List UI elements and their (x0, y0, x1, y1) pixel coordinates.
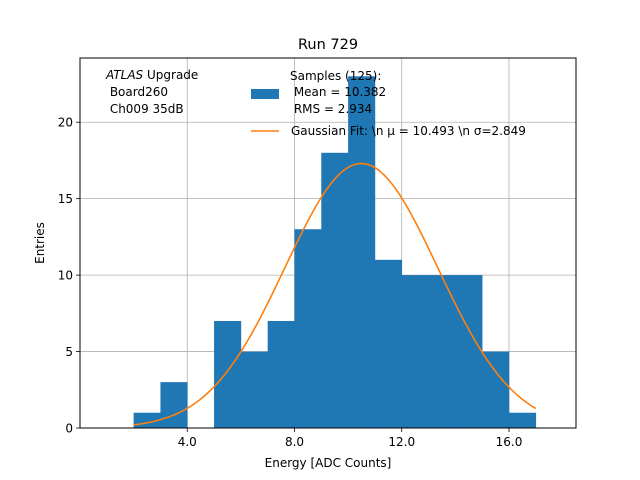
y-tick-label: 20 (58, 116, 73, 130)
histogram-bar (240, 351, 268, 428)
histogram-bar (455, 275, 483, 428)
legend-histogram-line-2: Mean = 10.382 (290, 85, 386, 99)
histogram-bar (160, 382, 188, 428)
histogram-bar (294, 229, 322, 428)
atlas-annotation: ATLAS Upgrade Board260 Ch009 35dB (105, 68, 198, 116)
annotation-atlas: ATLAS (105, 68, 144, 82)
y-tick-label: 15 (58, 192, 73, 206)
y-axis-label: Entries (33, 222, 47, 264)
y-tick-label: 5 (65, 345, 73, 359)
annotation-upgrade: Upgrade (143, 68, 198, 82)
histogram-bar (428, 275, 456, 428)
histogram-bar (267, 320, 295, 428)
annotation-line-3: Ch009 35dB (106, 102, 184, 116)
histogram-bar (401, 275, 429, 428)
x-tick-label: 12.0 (388, 435, 415, 449)
y-tick-label: 10 (58, 269, 73, 283)
legend-fit-label: Gaussian Fit: \n μ = 10.493 \n σ=2.849 (291, 124, 526, 138)
annotation-line-1: ATLAS Upgrade (105, 68, 198, 82)
y-tick-label: 0 (65, 422, 73, 436)
legend-histogram-line-1: Samples (125): (290, 69, 381, 83)
x-axis-label: Energy [ADC Counts] (265, 456, 392, 470)
histogram-bar (214, 320, 242, 428)
histogram-bar (508, 412, 537, 428)
histogram-bar (321, 152, 349, 428)
x-axis-ticks: 4.0 8.0 12.0 16.0 (178, 428, 523, 449)
gaussian-fit-curve (133, 162, 537, 426)
histogram-bar (482, 351, 510, 428)
histogram-bars (133, 76, 537, 428)
x-tick-label: 4.0 (178, 435, 197, 449)
y-axis-ticks: 0 5 10 15 20 (58, 116, 80, 436)
histogram-bar (374, 259, 403, 428)
annotation-line-2: Board260 (106, 85, 168, 99)
legend-histogram-line-3: RMS = 2.934 (290, 102, 372, 116)
legend: Samples (125): Mean = 10.382 RMS = 2.934… (251, 69, 526, 138)
x-tick-label: 8.0 (285, 435, 304, 449)
x-tick-label: 16.0 (496, 435, 523, 449)
chart-title: Run 729 (298, 37, 358, 53)
plot-frame (79, 57, 577, 429)
histogram-bar (348, 76, 376, 428)
legend-histogram-swatch (251, 89, 279, 99)
